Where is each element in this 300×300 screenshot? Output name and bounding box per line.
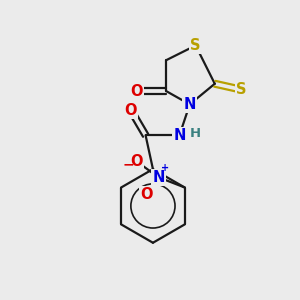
Text: −: −	[122, 157, 134, 171]
Text: O: O	[124, 103, 137, 118]
Text: N: N	[184, 97, 196, 112]
Text: S: S	[190, 38, 201, 53]
Text: O: O	[140, 188, 153, 202]
Text: O: O	[130, 154, 142, 169]
Text: N: N	[173, 128, 186, 143]
Text: H: H	[190, 127, 201, 140]
Text: +: +	[161, 164, 169, 173]
Text: N: N	[152, 170, 164, 185]
Text: S: S	[236, 82, 247, 97]
Text: O: O	[130, 84, 143, 99]
